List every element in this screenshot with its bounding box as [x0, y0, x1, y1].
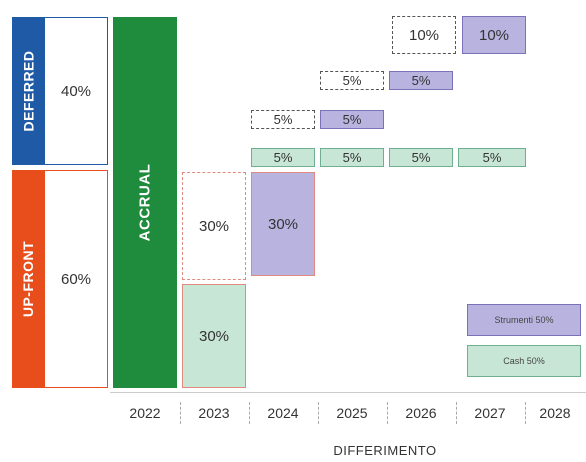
- deferred-percentage: 40%: [44, 17, 108, 165]
- year-separator: [249, 402, 250, 424]
- year-2022: 2022: [129, 405, 161, 421]
- year-2024: 2024: [267, 405, 299, 421]
- deferred-instruments-2026-dashed: 10%: [392, 16, 456, 54]
- upfront-cash-2023: 30%: [182, 284, 246, 388]
- year-separator: [525, 402, 526, 424]
- axis-title: DIFFERIMENTO: [333, 442, 437, 458]
- year-separator: [180, 402, 181, 424]
- baseline: [110, 392, 586, 393]
- legend-instruments: Strumenti 50%: [467, 304, 581, 336]
- deferred-instruments-2027: 10%: [462, 16, 526, 54]
- deferred-cash-2024: 5%: [251, 148, 315, 167]
- deferred-cash-2025: 5%: [320, 148, 384, 167]
- year-2023: 2023: [198, 405, 230, 421]
- deferred-cash-2027: 5%: [458, 148, 526, 167]
- year-2027: 2027: [474, 405, 506, 421]
- year-2025: 2025: [336, 405, 368, 421]
- deferred-label: DEFERRED: [12, 17, 44, 165]
- year-separator: [318, 402, 319, 424]
- upfront-percentage: 60%: [44, 170, 108, 388]
- deferred-instruments-2026: 5%: [389, 71, 453, 90]
- year-2026: 2026: [405, 405, 437, 421]
- upfront-instruments-2023-dashed: 30%: [182, 172, 246, 280]
- year-2028: 2028: [539, 405, 571, 421]
- upfront-instruments-2024: 30%: [251, 172, 315, 276]
- year-separator: [387, 402, 388, 424]
- deferred-instruments-2025-dashed: 5%: [320, 71, 384, 90]
- deferred-instruments-2024-dashed: 5%: [251, 110, 315, 129]
- deferred-cash-2026: 5%: [389, 148, 453, 167]
- accrual-bar: ACCRUAL: [113, 17, 177, 388]
- legend-cash: Cash 50%: [467, 345, 581, 377]
- upfront-label: UP-FRONT: [12, 170, 44, 388]
- year-separator: [456, 402, 457, 424]
- deferred-instruments-2025: 5%: [320, 110, 384, 129]
